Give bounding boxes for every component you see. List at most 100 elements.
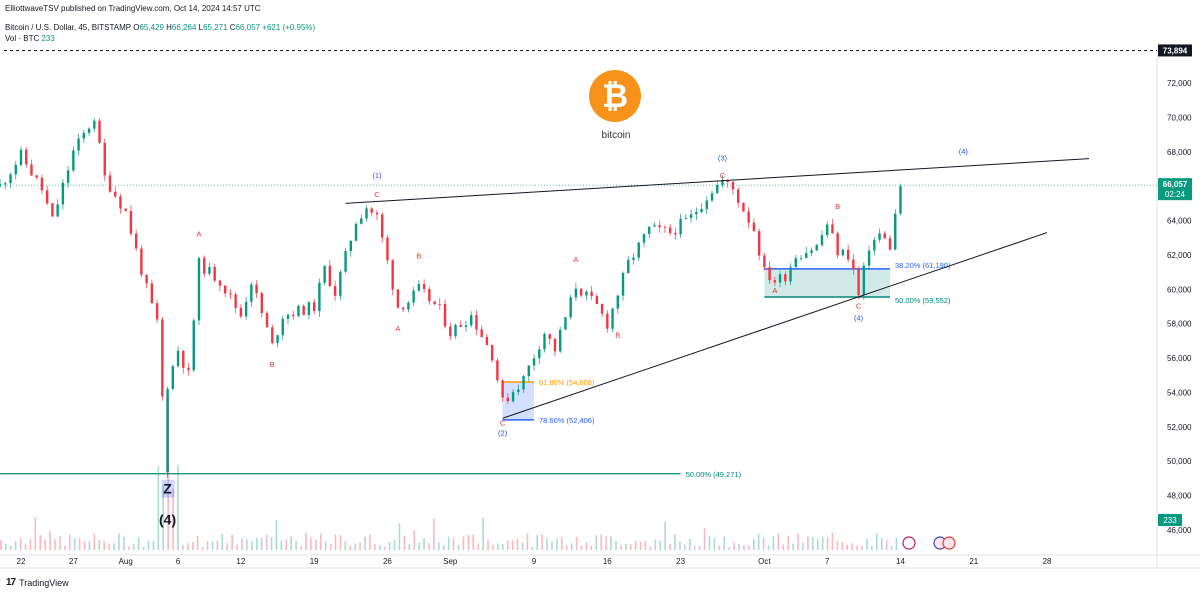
volume-bar [516, 538, 519, 550]
fib-level-label: 78.60% (52,406) [539, 416, 595, 425]
volume-bar [787, 535, 790, 550]
volume-label: Vol · BTC [5, 34, 40, 43]
bitcoin-logo: ₿ bitcoin [567, 57, 663, 147]
candle-body [574, 288, 578, 298]
candle-body [736, 189, 740, 203]
volume-bar [393, 540, 396, 550]
candle-body [616, 295, 619, 309]
volume-bar [654, 539, 657, 550]
volume-bar [457, 545, 460, 550]
volume-bar [260, 537, 263, 550]
volume-bar [216, 540, 219, 550]
volume-bar [34, 517, 37, 550]
volume-bar [447, 536, 450, 550]
volume-bar [807, 536, 809, 550]
time-tick-label: 26 [383, 557, 392, 566]
candle-body [899, 186, 902, 214]
wave-label: B [615, 331, 620, 340]
candle-body [250, 284, 253, 302]
candle-body [878, 233, 881, 240]
candle-body [302, 305, 305, 315]
volume-bar [118, 533, 120, 550]
candle-body [757, 231, 761, 256]
price-tick-label: 62,000 [1167, 251, 1192, 260]
volume-bar [551, 541, 553, 550]
candle-body [129, 211, 133, 234]
volume-bar [536, 535, 539, 550]
candle-body [648, 226, 651, 234]
candle-body [197, 257, 201, 321]
price-tick-label: 64,000 [1167, 217, 1192, 226]
volume-bar [802, 542, 804, 550]
volume-bar [433, 518, 435, 550]
volume-bar [334, 534, 337, 550]
time-tick-label: 12 [236, 557, 245, 566]
candle-body [485, 337, 489, 346]
fib-level-label: 50.00% (59,552) [895, 296, 951, 305]
candle-body [695, 211, 698, 215]
wave-label: B [835, 202, 840, 211]
volume-bar [319, 533, 322, 550]
volume-bar [605, 536, 607, 550]
candle-body [140, 248, 143, 275]
candle-body [93, 120, 96, 129]
volume-bar [128, 546, 130, 550]
candle-body [632, 257, 635, 260]
candle-body [511, 392, 515, 402]
candle-body [114, 191, 117, 197]
volume-bar [693, 545, 696, 550]
volume-bar [329, 543, 332, 550]
candle-body [490, 345, 494, 361]
tradingview-logo[interactable]: 17 TradingView [6, 577, 69, 588]
candle-body [496, 360, 499, 381]
wave-label: (2) [498, 429, 508, 438]
volume-bar [187, 543, 189, 550]
volume-bar [782, 544, 785, 550]
volume-bar [251, 541, 253, 550]
candle-body [9, 174, 12, 184]
volume-bar [831, 532, 834, 550]
volume-bar [767, 545, 770, 550]
volume-bar [659, 540, 662, 550]
volume-bar [674, 534, 676, 550]
candle-body [407, 302, 410, 310]
candle-body [517, 389, 520, 393]
volume-bar [147, 540, 150, 550]
volume-bar [0, 540, 2, 550]
candle-body [721, 180, 724, 185]
volume-bar [201, 546, 204, 550]
volume-bar [669, 543, 671, 550]
wave-label: C [374, 190, 380, 199]
volume-bar [4, 543, 7, 550]
candle-body [825, 224, 829, 236]
volume-bar [501, 543, 504, 550]
time-tick-label: 16 [603, 557, 612, 566]
volume-bar [511, 540, 514, 550]
volume-bar [856, 545, 858, 550]
volume-bar [68, 534, 71, 550]
candle-body [271, 327, 274, 343]
volume-bar [762, 537, 765, 550]
wave-label: (4) [959, 147, 969, 156]
candle-body [4, 183, 7, 185]
candle-body [689, 214, 693, 218]
time-tick-label: 6 [176, 557, 181, 566]
volume-bar [748, 545, 750, 550]
volume-bar [752, 539, 755, 550]
candle-body [668, 227, 672, 234]
time-tick-label: 19 [310, 557, 319, 566]
candle-body [182, 350, 185, 368]
volume-bar [295, 540, 297, 550]
volume-bar [364, 536, 366, 550]
candle-body [391, 260, 394, 290]
candle-body [857, 284, 860, 296]
volume-bar [698, 545, 701, 550]
candle-body [297, 305, 300, 317]
candle-body [166, 388, 169, 473]
volume-bar [585, 542, 588, 550]
volume-bar [275, 520, 278, 550]
tradingview-mark-icon: 17 [6, 577, 16, 588]
volume-bar [772, 536, 775, 550]
volume-bar [78, 537, 81, 550]
